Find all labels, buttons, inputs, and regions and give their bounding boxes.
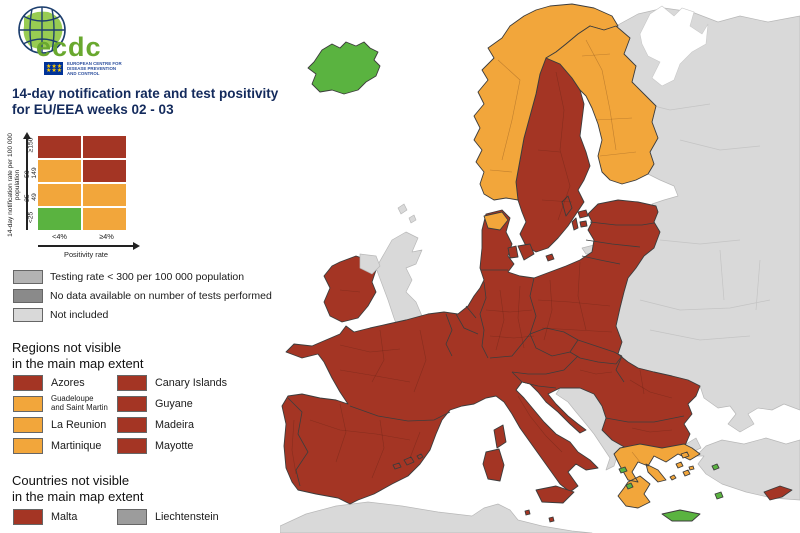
region-swatch [117, 416, 147, 433]
page-title: 14-day notification rate and test positi… [12, 86, 279, 117]
map-region-corsica [493, 424, 507, 449]
country-label: Malta [51, 510, 78, 523]
region-item: Martinique [13, 435, 141, 456]
country-label: Liechtenstein [155, 510, 219, 523]
matrix-cell [83, 184, 126, 206]
legend-swatch [13, 308, 43, 322]
region-item: Guadeloupe and Saint Martin [13, 393, 141, 414]
status-legend: Testing rate < 300 per 100 000 populatio… [13, 270, 272, 327]
region-swatch [13, 395, 43, 412]
matrix-cell [83, 160, 126, 182]
countries-section-heading: Countries not visible in the main map ex… [12, 473, 144, 504]
map-region-aegean-islands [669, 451, 695, 481]
region-label: Guyane [155, 397, 193, 410]
eu-flag-icon: ★★★ ★★★ [44, 62, 63, 75]
country-borders [287, 221, 685, 487]
map-region-northern-ireland [359, 253, 381, 275]
matrix-row-label: 25-49 [24, 192, 38, 202]
rate-positivity-matrix-legend: 14-day notification rate per 100 000 pop… [0, 128, 200, 263]
map-region-crete [661, 509, 701, 522]
region-label: Azores [51, 376, 85, 389]
region-item: Madeira [117, 414, 267, 435]
map-region-balearic-islands [392, 453, 424, 470]
map-region-iceland [307, 41, 381, 95]
matrix-cell [83, 208, 126, 230]
matrix-col-label: <4% [52, 232, 67, 241]
map-region-oland [571, 217, 579, 231]
matrix-y-axis-arrow [23, 132, 30, 230]
matrix-cell [38, 208, 81, 230]
region-label: Canary Islands [155, 376, 228, 389]
map-white-sea [639, 5, 709, 87]
matrix-cell [83, 136, 126, 158]
map-region-denmark-north [483, 211, 509, 231]
matrix-x-axis-label: Positivity rate [64, 250, 108, 259]
region-label: Madeira [155, 418, 195, 431]
map-region-greece [613, 443, 701, 509]
region-item: La Reunion [13, 414, 141, 435]
legend-swatch [13, 270, 43, 284]
map-region-estonia-islands [577, 209, 589, 228]
ecdc-wordmark: ecdc [36, 32, 102, 62]
region-item: Azores [13, 372, 141, 393]
map-region-sicily [535, 485, 575, 504]
ecdc-org-name: EUROPEAN CENTRE FOR DISEASE PREVENTION A… [67, 61, 122, 76]
country-swatch [13, 508, 43, 525]
region-label: Mayotte [155, 439, 194, 452]
legend-label: Not included [50, 309, 109, 321]
map-region-sardinia [482, 448, 505, 482]
matrix-cell [38, 160, 81, 182]
region-swatch [117, 374, 147, 391]
map-region-north-africa [279, 501, 593, 533]
ecdc-logo: ecdc ★★★ ★★★ EUROPEAN CENTRE FOR DISEASE… [14, 4, 174, 76]
region-item: Mayotte [117, 435, 267, 456]
map-region-cyprus [763, 485, 793, 501]
region-swatch [13, 437, 43, 454]
matrix-cells [38, 136, 128, 230]
map-region-eu-mainland [281, 199, 701, 505]
map-region-shetland-islands [397, 203, 417, 224]
legend-swatch [13, 289, 43, 303]
europe-map [279, 0, 800, 533]
legend-item: Not included [13, 308, 272, 322]
matrix-cell [38, 184, 81, 206]
region-label: Martinique [51, 439, 102, 452]
legend-item: Testing rate < 300 per 100 000 populatio… [13, 270, 272, 284]
region-swatch [13, 374, 43, 391]
region-label: Guadeloupe and Saint Martin [51, 394, 108, 412]
map-region-danish-isles [507, 243, 555, 262]
region-label: La Reunion [51, 418, 107, 431]
matrix-col-label: ≥4% [99, 232, 114, 241]
matrix-cell [38, 136, 81, 158]
map-region-finland [545, 25, 659, 185]
matrix-y-axis-label: 14-day notification rate per 100 000 pop… [7, 133, 21, 237]
map-region-green-islets [618, 463, 724, 500]
legend-label: Testing rate < 300 per 100 000 populatio… [50, 271, 245, 283]
map-region-small-italian-islands [524, 509, 555, 523]
admin-region-lines [291, 39, 673, 479]
legend-item: No data available on number of tests per… [13, 289, 272, 303]
region-swatch [117, 437, 147, 454]
country-swatch [117, 508, 147, 525]
region-item: Guyane [117, 393, 267, 414]
regions-section-heading: Regions not visible in the main map exte… [12, 340, 144, 371]
europe-map-svg [279, 3, 800, 533]
region-item: Canary Islands [117, 372, 267, 393]
map-region-gotland [561, 195, 573, 217]
ecdc-globe-icon [18, 6, 66, 54]
matrix-x-axis-arrow [38, 242, 140, 249]
legend-label: No data available on number of tests per… [50, 290, 272, 302]
country-item: Malta [13, 506, 141, 527]
matrix-row-label: <25 [27, 211, 35, 224]
matrix-row-label: ≥150 [27, 137, 35, 153]
region-swatch [117, 395, 147, 412]
region-swatch [13, 416, 43, 433]
country-item: Liechtenstein [117, 506, 267, 527]
matrix-row-label: 50-149 [24, 167, 38, 179]
